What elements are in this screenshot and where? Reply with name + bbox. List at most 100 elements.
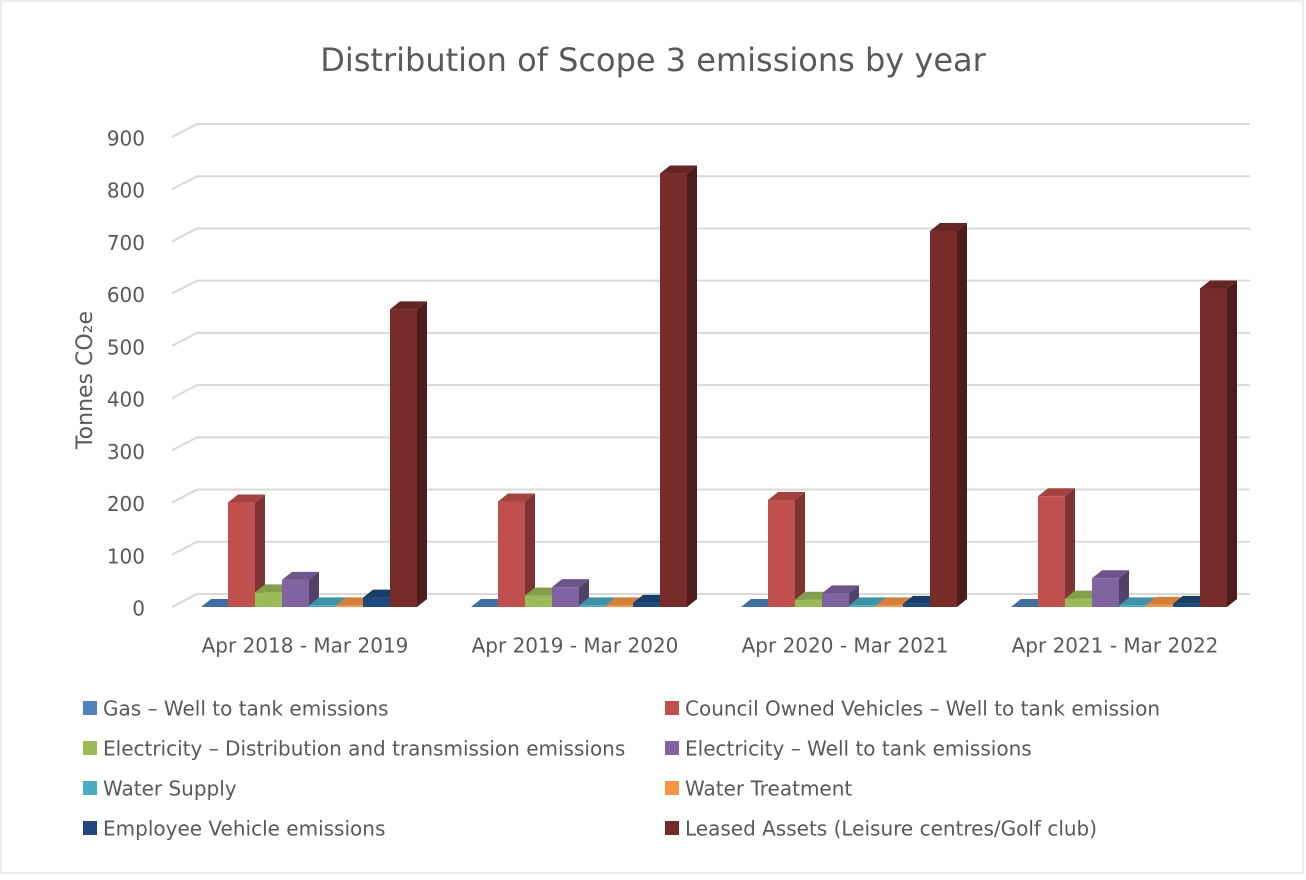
bar-front	[309, 605, 336, 607]
grid-line	[171, 436, 1250, 452]
y-tick-label: 200	[107, 492, 145, 516]
bar-front	[930, 231, 957, 607]
bar-front	[1146, 604, 1173, 607]
y-tick-label: 900	[107, 127, 145, 151]
grid-line	[171, 593, 1250, 608]
legend-label: Water Supply	[103, 777, 237, 801]
bar-front	[1092, 578, 1119, 607]
bar	[930, 223, 967, 607]
grid-line	[171, 331, 1250, 347]
bar-side	[1065, 488, 1075, 607]
legend-swatch	[665, 741, 679, 755]
bar-front	[768, 499, 795, 607]
bar	[768, 491, 805, 607]
bar-top	[1119, 597, 1156, 606]
bar-front	[795, 599, 822, 607]
bar-top	[579, 597, 616, 606]
bar	[660, 165, 697, 608]
bar-top	[1146, 596, 1183, 605]
bar-front	[660, 173, 687, 608]
grid-line	[171, 123, 1250, 138]
legend-swatch	[83, 701, 97, 715]
bar-front	[1200, 288, 1227, 607]
bar	[498, 493, 535, 607]
bar	[1200, 280, 1237, 607]
bar-front	[1065, 598, 1092, 607]
legend-swatch	[665, 701, 679, 715]
grid-line	[171, 175, 1250, 191]
bar-top	[822, 585, 859, 594]
grid-line	[171, 540, 1250, 556]
bar-side	[1227, 280, 1237, 607]
x-tick-label: Apr 2020 - Mar 2021	[742, 634, 949, 658]
chart-title: Distribution of Scope 3 emissions by yea…	[320, 41, 986, 79]
bar-top	[1200, 280, 1237, 289]
legend-label: Electricity – Distribution and transmiss…	[103, 737, 625, 761]
bar	[390, 301, 427, 607]
bar-top	[849, 597, 886, 606]
bar-top	[930, 223, 967, 231]
bar-side	[795, 491, 805, 607]
bar-top	[309, 597, 346, 606]
bar-front	[579, 605, 606, 607]
bar-side	[1119, 570, 1129, 607]
bar-side	[255, 494, 265, 607]
bar-front	[552, 587, 579, 607]
bar-front	[822, 593, 849, 607]
legend-label: Leased Assets (Leisure centres/Golf club…	[685, 817, 1097, 841]
bar-front	[876, 605, 903, 607]
bar-top	[390, 301, 427, 310]
legend-swatch	[83, 741, 97, 755]
y-tick-label: 100	[107, 544, 145, 568]
bar-front	[1038, 496, 1065, 607]
y-tick-label: 400	[107, 388, 145, 412]
y-tick-label: 800	[107, 179, 145, 203]
grid-line	[171, 384, 1250, 399]
bar-side	[417, 301, 427, 607]
bar-side	[849, 585, 859, 607]
bar-side	[309, 571, 319, 607]
bar-front	[363, 597, 390, 607]
y-tick-label: 300	[107, 440, 145, 464]
bar-top	[552, 579, 589, 588]
bar-front	[525, 595, 552, 607]
legend-label: Water Treatment	[685, 777, 852, 801]
bar-front	[606, 605, 633, 607]
legend-swatch	[665, 821, 679, 835]
bar-top	[498, 493, 535, 502]
bar-front	[336, 605, 363, 607]
x-tick-label: Apr 2021 - Mar 2022	[1012, 634, 1219, 658]
bar-side	[957, 223, 967, 607]
bar-front	[282, 579, 309, 607]
legend-label: Council Owned Vehicles – Well to tank em…	[685, 697, 1160, 721]
bar-front	[849, 605, 876, 607]
bar-front	[390, 309, 417, 607]
bar-top	[768, 491, 805, 500]
grid-line	[171, 279, 1250, 295]
bar-front	[228, 502, 255, 607]
legend-swatch	[83, 781, 97, 795]
bar-top	[660, 165, 697, 174]
bar	[228, 494, 265, 607]
bar-side	[687, 165, 697, 608]
legend-label: Gas – Well to tank emissions	[103, 697, 389, 721]
bar-front	[255, 592, 282, 607]
x-tick-label: Apr 2018 - Mar 2019	[202, 634, 409, 658]
bar-front	[903, 603, 930, 607]
bar-top	[282, 571, 319, 580]
legend-label: Employee Vehicle emissions	[103, 817, 385, 841]
grid-line	[171, 488, 1250, 504]
bar-front	[633, 602, 660, 607]
bar-front	[1173, 603, 1200, 607]
bar	[822, 585, 859, 607]
legend-label: Electricity – Well to tank emissions	[685, 737, 1032, 761]
grid-line	[171, 227, 1250, 243]
y-tick-label: 0	[132, 597, 145, 621]
y-tick-label: 700	[107, 231, 145, 255]
bar	[1092, 570, 1129, 607]
bar-side	[525, 493, 535, 607]
bar	[1038, 488, 1075, 607]
y-tick-label: 600	[107, 283, 145, 307]
legend-swatch	[83, 821, 97, 835]
bar-front	[1119, 605, 1146, 607]
